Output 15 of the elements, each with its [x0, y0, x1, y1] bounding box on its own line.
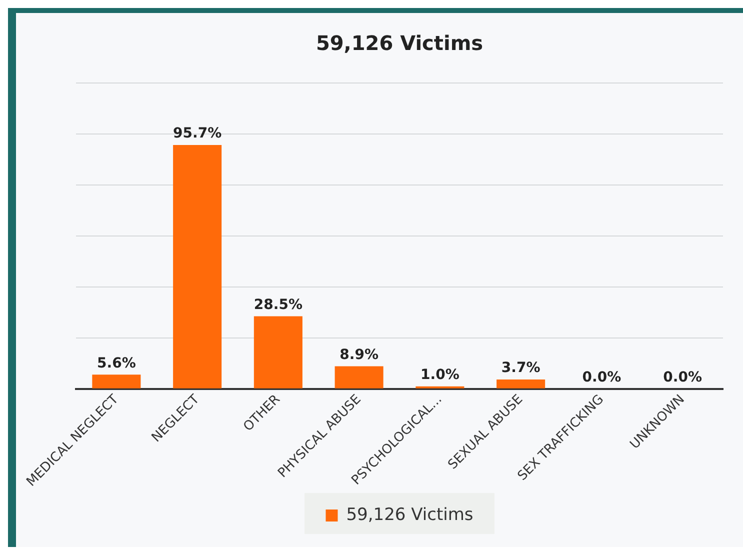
bar — [496, 379, 546, 388]
data-label: 0.0% — [663, 370, 702, 386]
bar — [334, 366, 384, 388]
data-label: 28.5% — [254, 296, 302, 313]
data-label: 8.9% — [340, 346, 378, 363]
bar — [173, 144, 222, 388]
chart-title: 59,126 Victims — [316, 31, 484, 56]
data-label: 95.7% — [173, 126, 222, 142]
data-label: 1.0% — [420, 367, 460, 384]
legend-label: 59,126 Victims — [346, 504, 474, 525]
bar — [254, 316, 302, 388]
data-label: 3.7% — [501, 360, 540, 376]
bar — [92, 374, 141, 388]
data-label: 5.6% — [97, 355, 136, 372]
data-label: 0.0% — [582, 370, 622, 386]
